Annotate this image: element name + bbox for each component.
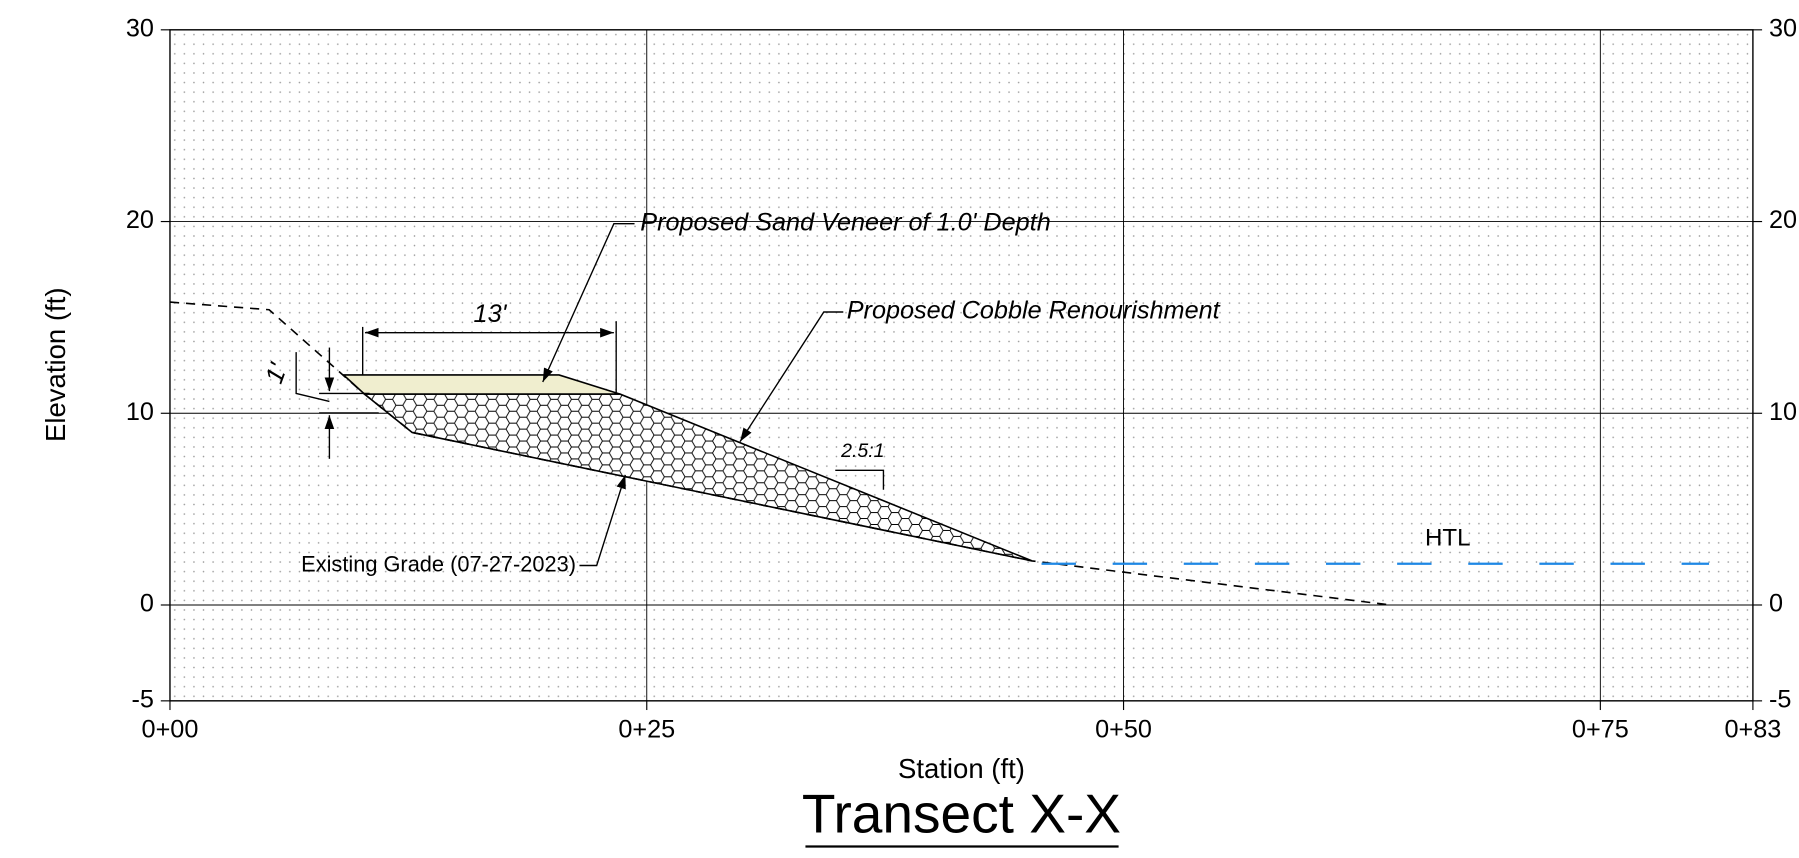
- plot-frame: [169, 29, 1754, 702]
- line-label: HTL: [1425, 524, 1471, 551]
- callout-label: Proposed Cobble Renourishment: [847, 297, 1221, 325]
- y-tick-label: 0: [140, 590, 154, 618]
- y-tick-label: -5: [131, 686, 153, 714]
- callout-label: Proposed Sand Veneer of 1.0' Depth: [640, 208, 1050, 236]
- y2-tick-label: 20: [1769, 206, 1797, 234]
- grade-line: [169, 301, 1391, 606]
- dimension-label: 13': [474, 300, 508, 328]
- y2-tick-label: 30: [1769, 14, 1797, 42]
- y2-tick-label: 0: [1769, 590, 1783, 618]
- y-tick-label: 10: [126, 398, 154, 426]
- y-axis-label: Elevation (ft): [40, 288, 71, 442]
- x-tick-label: 0+25: [618, 715, 675, 743]
- chart-title: Transect X-X: [802, 782, 1121, 844]
- y-tick-label: 20: [126, 206, 154, 234]
- minor-grid: [169, 29, 1753, 701]
- y-tick-label: 30: [126, 14, 154, 42]
- dimensions: [295, 222, 885, 567]
- callout-label: Existing Grade (07-27-2023): [301, 551, 576, 576]
- x-axis-label: Station (ft): [898, 753, 1025, 784]
- x-tick-label: 0+00: [142, 715, 199, 743]
- y2-tick-label: 10: [1769, 398, 1797, 426]
- x-tick-label: 0+50: [1095, 715, 1152, 743]
- x-tick-label: 0+83: [1725, 715, 1782, 743]
- slope-label: 2.5:1: [840, 440, 884, 462]
- x-tick-label: 0+75: [1572, 715, 1629, 743]
- y2-tick-label: -5: [1769, 686, 1791, 714]
